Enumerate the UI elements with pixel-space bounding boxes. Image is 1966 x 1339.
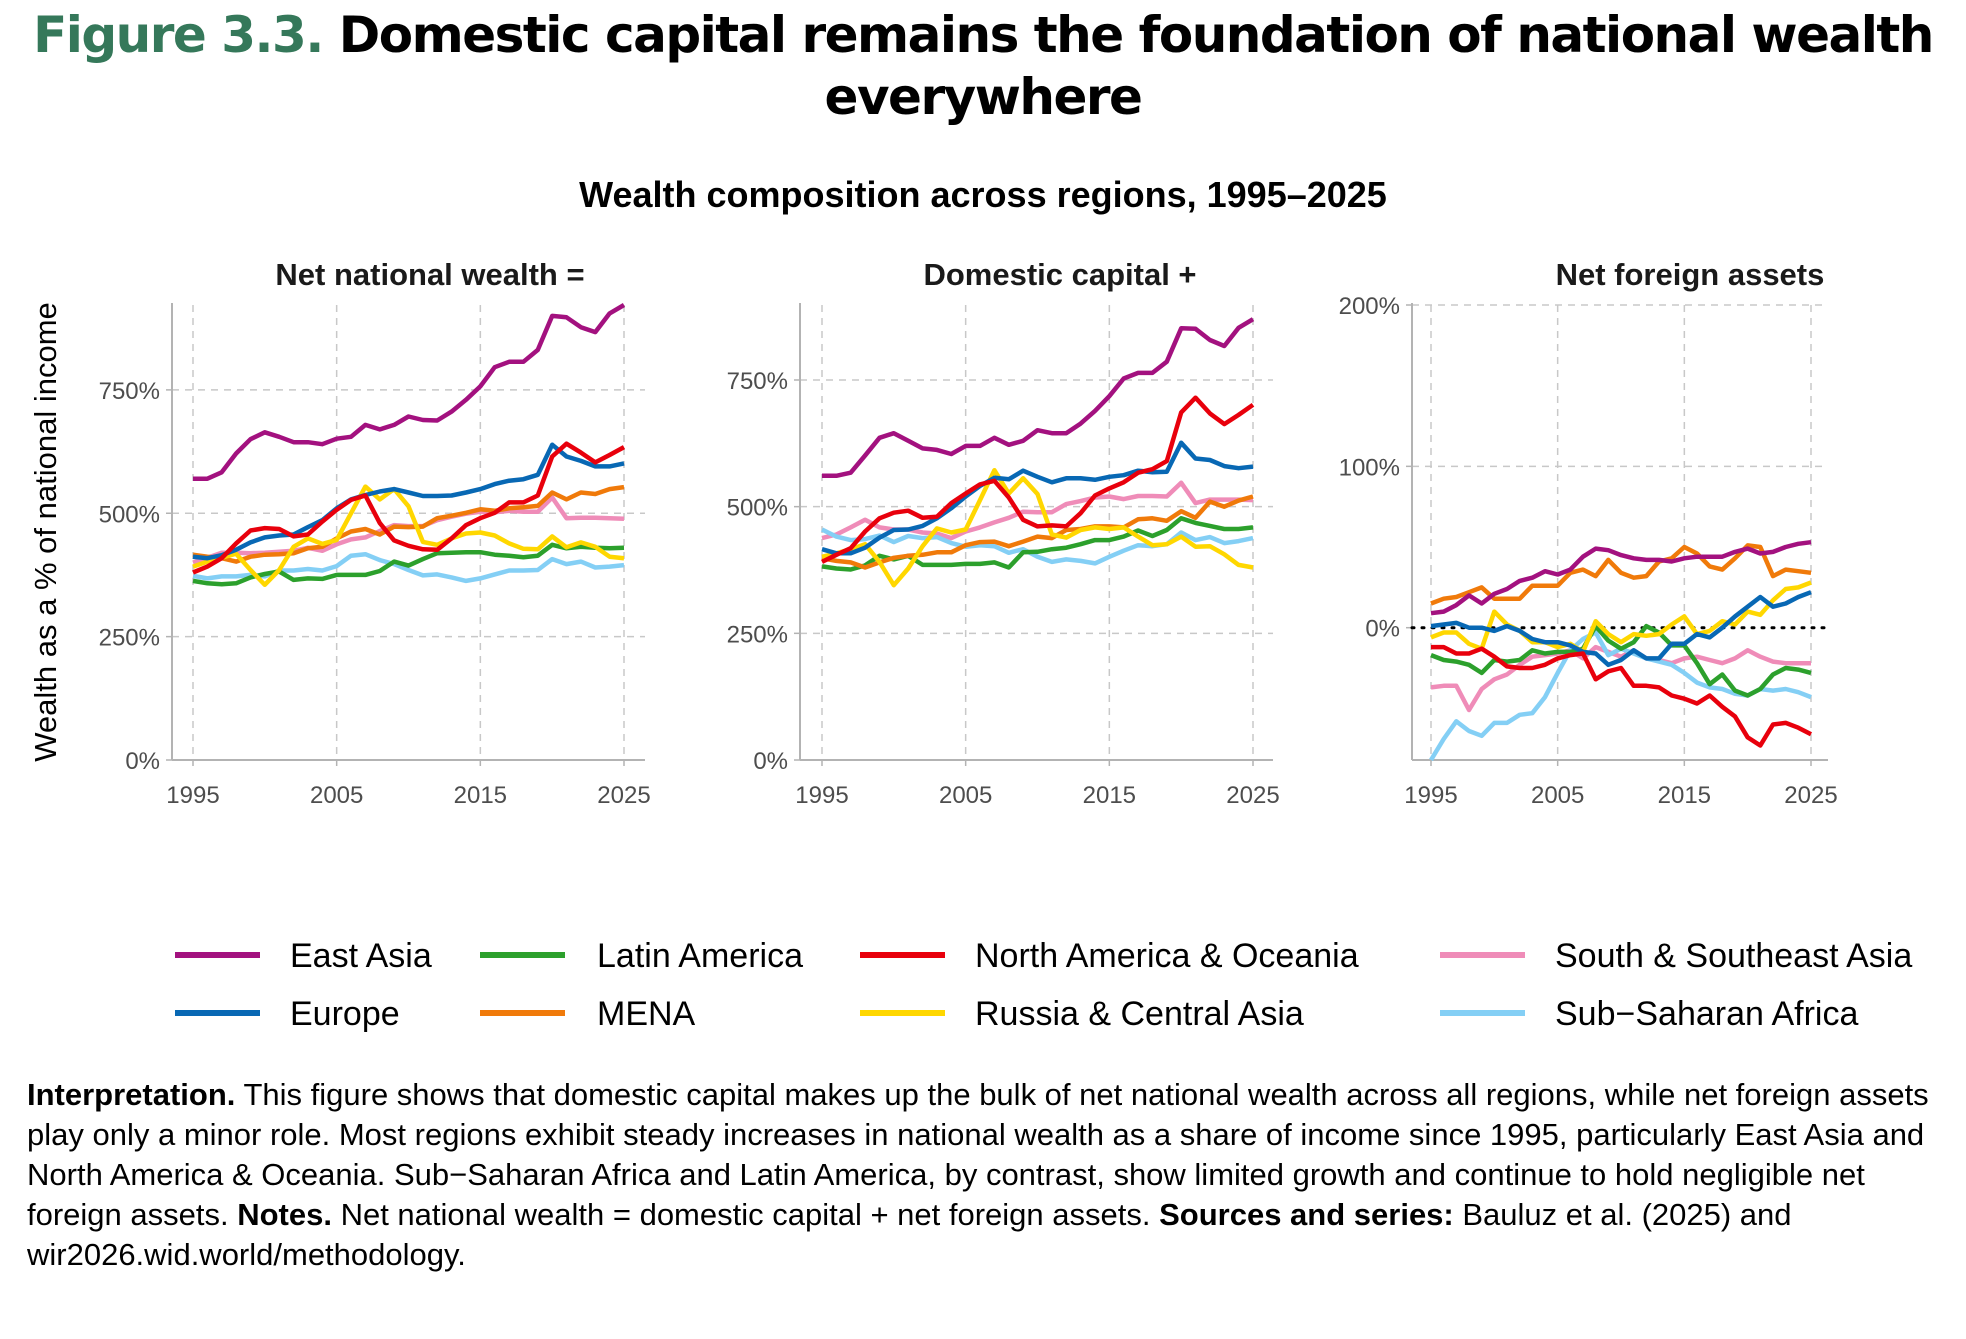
legend-label: Latin America xyxy=(597,937,803,975)
chart-subtitle: Wealth composition across regions, 1995–… xyxy=(579,174,1387,215)
legend-label: South & Southeast Asia xyxy=(1555,937,1912,975)
x-tick-label: 1995 xyxy=(795,782,848,809)
legend-label: MENA xyxy=(597,995,696,1033)
x-tick-label: 2015 xyxy=(454,782,507,809)
footer-text: This figure shows that domestic capital … xyxy=(27,1077,1929,1232)
legend-item: MENA xyxy=(480,995,696,1033)
series-line-north-america-oceania xyxy=(192,441,626,575)
series-line-north-america-oceania xyxy=(1431,644,1813,748)
y-tick-label: 500% xyxy=(727,495,788,522)
figure-title-text: Domestic capital remains the foundation … xyxy=(338,6,1935,126)
x-tick-label: 2015 xyxy=(1083,782,1136,809)
x-tick-label: 1995 xyxy=(166,782,219,809)
series-line-mena xyxy=(192,484,625,564)
panel-title: Net foreign assets xyxy=(1556,257,1825,292)
legend-item: Sub−Saharan Africa xyxy=(1440,995,1858,1033)
legend-label: Russia & Central Asia xyxy=(975,995,1304,1033)
y-tick-label: 0% xyxy=(753,748,788,775)
legend-label: Sub−Saharan Africa xyxy=(1555,995,1858,1033)
series-line-mena xyxy=(1430,543,1812,606)
series-line-russia-central-asia xyxy=(821,467,1254,588)
y-tick-label: 250% xyxy=(99,625,160,652)
legend-item: South & Southeast Asia xyxy=(1440,937,1912,975)
series-line-north-america-oceania xyxy=(821,395,1255,564)
figure-label: Figure 3.3. xyxy=(33,6,324,64)
y-tick-label: 100% xyxy=(1339,454,1400,481)
series-line-europe xyxy=(821,440,1254,556)
y-axis-label: Wealth as a % of national income xyxy=(28,302,63,762)
legend-item: Russia & Central Asia xyxy=(860,995,1304,1033)
y-tick-label: 500% xyxy=(99,501,160,528)
x-tick-label: 2025 xyxy=(1226,782,1279,809)
footer-heading: Notes. xyxy=(237,1197,332,1232)
panel-2: Domestic capital + 1995 2005 2015 2025 0% 250%… xyxy=(727,257,1280,809)
y-tick-label: 0% xyxy=(125,748,160,775)
series-line-europe xyxy=(192,442,625,561)
y-tick-label: 750% xyxy=(99,378,160,405)
y-tick-label: 750% xyxy=(727,368,788,395)
legend-item: Latin America xyxy=(480,937,803,975)
x-tick-label: 2015 xyxy=(1658,782,1711,809)
legend-item: Europe xyxy=(175,995,400,1033)
y-tick-label: 0% xyxy=(1365,616,1400,643)
series-line-europe xyxy=(1430,590,1812,668)
x-tick-label: 2025 xyxy=(1784,782,1837,809)
panel-3: Net foreign assets 1995 2005 2015 2025 0% 100%… xyxy=(1339,257,1838,809)
y-tick-label: 250% xyxy=(727,621,788,648)
footer-heading: Interpretation. xyxy=(27,1077,236,1112)
legend-label: Europe xyxy=(290,995,400,1033)
x-tick-label: 1995 xyxy=(1404,782,1457,809)
series-line-sub-saharan-africa xyxy=(821,527,1254,566)
legend-label: East Asia xyxy=(290,937,432,975)
figure-title: Figure 3.3. Domestic capital remains the… xyxy=(0,4,1966,128)
footer-heading: Sources and series: xyxy=(1159,1197,1454,1232)
legend-label: North America & Oceania xyxy=(975,937,1359,975)
x-tick-label: 2005 xyxy=(310,782,363,809)
series-line-sub-saharan-africa xyxy=(192,551,625,584)
series-line-russia-central-asia xyxy=(1430,580,1812,655)
footer-text: Bauluz et al. (2025) and wir2026.wid.wor… xyxy=(27,1197,1792,1272)
x-tick-label: 2005 xyxy=(939,782,992,809)
footer-notes: Interpretation. This figure shows that d… xyxy=(27,1075,1947,1275)
panel-title: Net national wealth = xyxy=(275,257,584,292)
series-line-mena xyxy=(821,494,1254,570)
series-line-east-asia xyxy=(822,317,1255,479)
legend-item: North America & Oceania xyxy=(860,937,1359,975)
panel-title: Domestic capital + xyxy=(923,257,1196,292)
panel-1: Net national wealth = 1995 2005 2015 2025 0% 2… xyxy=(99,257,651,809)
y-tick-label: 200% xyxy=(1339,293,1400,320)
series-line-south-southeast-asia xyxy=(1430,644,1811,713)
series-line-latin-america xyxy=(192,542,625,587)
legend-item: East Asia xyxy=(175,937,432,975)
x-tick-label: 2025 xyxy=(597,782,650,809)
series-line-russia-central-asia xyxy=(192,484,625,588)
footer-text: Net national wealth = domestic capital +… xyxy=(331,1197,1160,1232)
series-line-latin-america xyxy=(1430,623,1812,698)
series-line-east-asia xyxy=(1430,539,1812,616)
x-tick-label: 2005 xyxy=(1531,782,1584,809)
series-line-east-asia xyxy=(193,303,626,481)
